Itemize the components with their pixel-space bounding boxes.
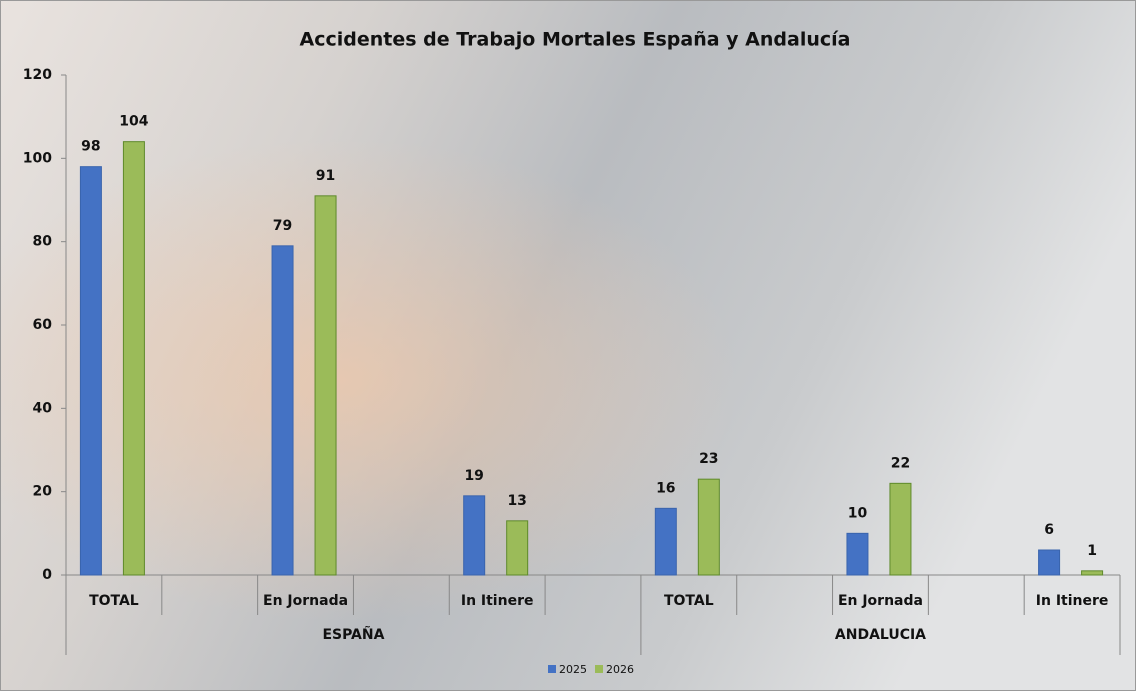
x-tick-label: In Itinere [1036, 593, 1109, 609]
bar [463, 495, 486, 576]
x-tick-label: En Jornada [838, 593, 923, 609]
data-label: 16 [656, 480, 675, 496]
x-tick-label: TOTAL [89, 593, 139, 609]
y-tick-label: 100 [23, 150, 52, 166]
y-tick-label: 60 [33, 317, 53, 333]
bar [314, 195, 337, 576]
data-label: 104 [119, 114, 148, 130]
x-tick-label: In Itinere [461, 593, 534, 609]
data-label: 13 [507, 493, 526, 509]
bar [122, 141, 145, 576]
data-label: 79 [273, 218, 292, 234]
chart-title: Accidentes de Trabajo Mortales España y … [300, 29, 851, 51]
bar [697, 478, 720, 576]
x-tick-label: TOTAL [664, 593, 714, 609]
group-label: ANDALUCIA [835, 627, 926, 643]
y-tick-label: 80 [33, 234, 53, 250]
bar [654, 507, 677, 576]
legend-label: 2025 [559, 663, 587, 676]
legend-label: 2026 [606, 663, 634, 676]
data-label: 10 [848, 505, 868, 521]
bar [889, 482, 912, 576]
data-label: 91 [316, 168, 335, 184]
y-tick-label: 20 [33, 484, 53, 500]
bar [506, 520, 529, 576]
bar [271, 245, 294, 576]
data-label: 23 [699, 451, 718, 467]
legend-swatch [548, 665, 556, 673]
y-tick-label: 120 [23, 67, 52, 83]
legend-swatch [595, 665, 603, 673]
data-label: 22 [891, 455, 910, 471]
data-label: 6 [1044, 522, 1054, 538]
bar [79, 166, 102, 576]
bar [1038, 549, 1061, 576]
y-tick-label: 40 [33, 400, 53, 416]
x-tick-label: En Jornada [263, 593, 348, 609]
data-label: 19 [464, 468, 483, 484]
bar [1081, 570, 1104, 576]
bar [846, 532, 869, 576]
group-label: ESPAÑA [322, 626, 384, 643]
y-tick-label: 0 [42, 567, 52, 583]
data-label: 98 [81, 139, 100, 155]
data-label: 1 [1087, 543, 1097, 559]
